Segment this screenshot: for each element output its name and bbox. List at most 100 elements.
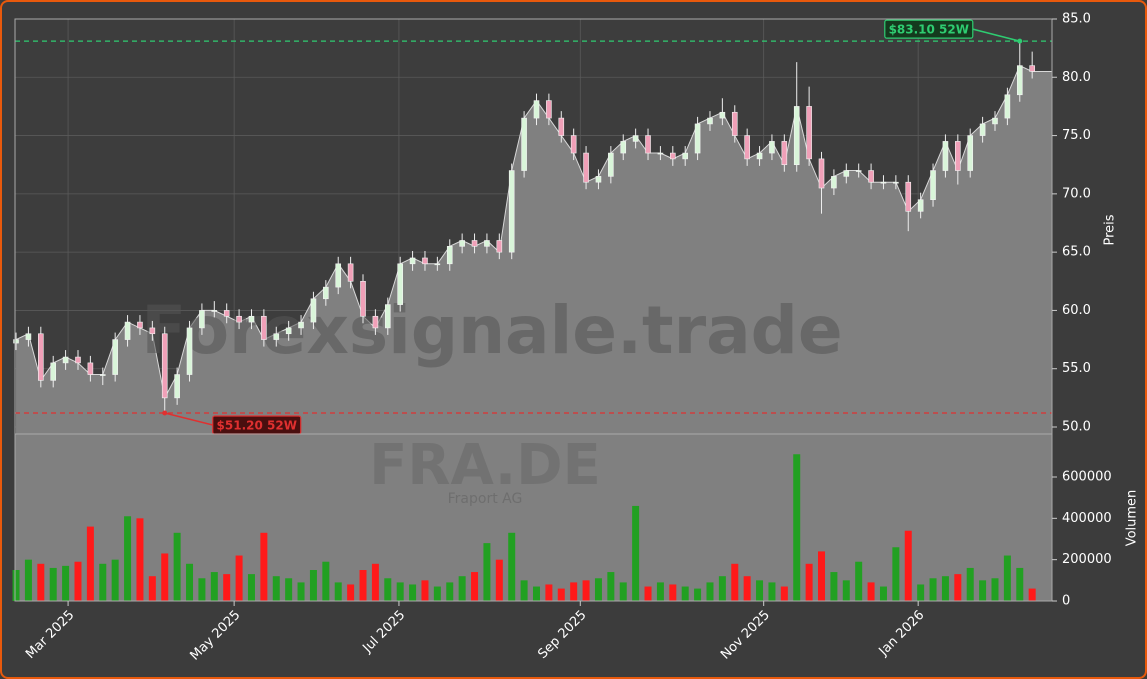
candle-body xyxy=(608,152,614,177)
volume-bar xyxy=(1016,567,1024,601)
candle-body xyxy=(942,141,949,171)
candle-body xyxy=(446,246,453,265)
candle-body xyxy=(843,170,850,177)
volume-bar xyxy=(124,516,132,601)
volume-bar xyxy=(656,582,664,601)
candle-body xyxy=(955,141,961,171)
volume-bar xyxy=(669,584,677,601)
volume-bar xyxy=(347,584,355,601)
volume-bar xyxy=(483,543,491,601)
volume-bar xyxy=(632,505,640,601)
volume-bar xyxy=(322,561,330,601)
candle-body xyxy=(930,170,936,200)
candle-body xyxy=(694,123,701,154)
candle-body xyxy=(471,240,478,247)
volume-bar xyxy=(235,555,243,601)
y2-tick-label: 0 xyxy=(1062,594,1070,609)
candle-body xyxy=(583,152,589,183)
volume-bar xyxy=(644,586,652,601)
volume-bar xyxy=(718,576,726,601)
candle-body xyxy=(112,339,118,375)
volume-bar xyxy=(793,454,801,601)
candle-body xyxy=(484,240,490,247)
volume-bar xyxy=(173,532,181,601)
x-tick-label: May 2025 xyxy=(188,608,244,664)
volume-bar xyxy=(272,576,280,601)
volume-bar xyxy=(471,572,479,601)
candle-body xyxy=(273,333,280,340)
candle-body xyxy=(50,362,57,381)
volume-bar xyxy=(917,584,925,601)
volume-bar xyxy=(532,586,540,601)
y-tick-label: 70.0 xyxy=(1062,186,1091,201)
volume-bar xyxy=(594,578,602,601)
annotation-arrow-head xyxy=(162,410,168,416)
candle-body xyxy=(508,170,515,253)
y-tick-label: 75.0 xyxy=(1062,128,1091,143)
volume-bar xyxy=(37,563,45,601)
volume-bar xyxy=(966,567,974,601)
candle-body xyxy=(161,333,168,399)
volume-bar xyxy=(458,576,466,601)
volume-bar xyxy=(731,563,739,601)
candle-body xyxy=(335,263,342,288)
candle-body xyxy=(38,333,44,381)
candle-body xyxy=(62,356,69,364)
volume-bar xyxy=(557,588,565,601)
candle-body xyxy=(236,315,242,323)
volume-bar xyxy=(818,551,826,601)
x-tick-label: Nov 2025 xyxy=(718,608,773,663)
candle-body xyxy=(199,310,205,329)
volume-bar xyxy=(545,584,553,601)
volume-bar xyxy=(148,576,156,601)
volume-bar xyxy=(855,561,863,601)
volume-bar xyxy=(520,580,528,601)
volume-bar xyxy=(1028,588,1036,601)
candle-body xyxy=(323,286,329,300)
candle-body xyxy=(707,117,713,125)
candle-body xyxy=(310,298,317,323)
candle-body xyxy=(137,321,143,329)
x-tick-label: Jul 2025 xyxy=(360,608,409,657)
volume-bar xyxy=(247,574,255,601)
volume-bar xyxy=(892,547,900,601)
candle-body xyxy=(87,362,94,375)
y2-axis-label: Volumen xyxy=(1125,490,1140,547)
volume-bar xyxy=(879,586,887,601)
x-tick-label: Mar 2025 xyxy=(23,608,77,662)
y-axis-label: Preis xyxy=(1103,214,1118,245)
volume-bar xyxy=(941,576,949,601)
annotation-arrow-head xyxy=(1017,38,1023,44)
volume-bar xyxy=(743,576,751,601)
candle-body xyxy=(831,176,837,189)
candle-body xyxy=(769,141,775,154)
candle-body xyxy=(570,135,577,154)
candle-body xyxy=(372,315,379,329)
volume-bar xyxy=(297,582,305,601)
candle-body xyxy=(533,100,540,119)
volume-bar xyxy=(681,586,689,601)
volume-bar xyxy=(396,582,404,601)
volume-bar xyxy=(186,563,194,601)
company-watermark: Fraport AG xyxy=(448,491,523,507)
candle-body xyxy=(261,315,267,340)
candle-body xyxy=(409,257,416,265)
annotation-arrow xyxy=(164,412,213,426)
candle-body xyxy=(397,263,403,305)
candle-body xyxy=(781,141,788,166)
candle-body xyxy=(285,327,292,335)
y-tick-label: 85.0 xyxy=(1062,12,1091,27)
candle-body xyxy=(645,135,651,154)
candle-body xyxy=(459,240,465,247)
volume-bar xyxy=(954,574,962,601)
candle-body xyxy=(744,135,750,160)
volume-bar xyxy=(49,567,57,601)
volume-bar xyxy=(904,530,912,601)
volume-bar xyxy=(24,559,32,601)
volume-bar xyxy=(867,582,875,601)
volume-bar xyxy=(309,569,317,601)
candle-body xyxy=(360,280,366,317)
volume-bar xyxy=(74,561,82,601)
